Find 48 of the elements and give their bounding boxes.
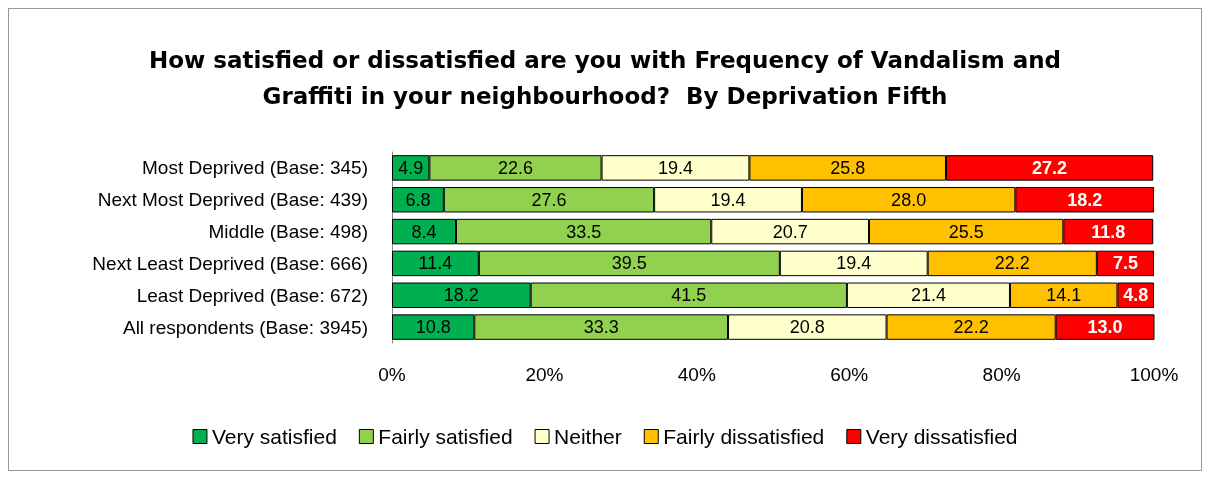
- data-label: 22.6: [497, 157, 533, 178]
- x-tick-label: 40%: [677, 364, 716, 385]
- data-label: 39.5: [611, 253, 647, 274]
- data-label: 28.0: [891, 189, 927, 210]
- data-label: 4.8: [1123, 285, 1149, 306]
- data-label: 7.5: [1112, 253, 1138, 274]
- data-label: 25.5: [948, 221, 984, 242]
- y-tick-label: Most Deprived (Base: 345): [142, 157, 368, 179]
- legend-label: Neither: [554, 425, 622, 448]
- data-label: 20.7: [772, 221, 808, 242]
- x-tick-label: 20%: [525, 364, 564, 385]
- data-label: 10.8: [415, 317, 451, 338]
- data-label: 21.4: [910, 285, 946, 306]
- chart-title: How satisfied or dissatisfied are you with Frequency of Vandalism and Graffiti in your neighbourhood? By Deprivation Fifth: [148, 47, 1062, 109]
- data-label: 18.2: [443, 285, 479, 306]
- data-label: 41.5: [671, 285, 707, 306]
- x-tick-label: 0%: [378, 364, 406, 385]
- y-tick-label: All respondents (Base: 3945): [122, 316, 368, 338]
- data-label: 33.3: [583, 317, 619, 338]
- legend-label: Very satisfied: [211, 425, 337, 448]
- y-tick-label: Least Deprived (Base: 672): [136, 284, 368, 306]
- x-tick-label: 80%: [982, 364, 1021, 385]
- legend-label: Fairly satisfied: [378, 425, 513, 448]
- data-label: 22.2: [994, 253, 1030, 274]
- y-tick-label: Next Least Deprived (Base: 666): [92, 252, 368, 274]
- data-label: 11.4: [418, 253, 453, 274]
- data-label: 8.4: [411, 221, 437, 242]
- data-label: 18.2: [1067, 189, 1103, 210]
- data-label: 6.8: [405, 189, 431, 210]
- data-label: 33.5: [566, 221, 602, 242]
- x-tick-label: 100%: [1129, 364, 1179, 385]
- data-label: 25.8: [830, 157, 866, 178]
- data-label: 4.9: [398, 157, 424, 178]
- data-label: 19.4: [710, 189, 746, 210]
- data-label: 19.4: [836, 253, 872, 274]
- data-label: 20.8: [789, 317, 825, 338]
- y-tick-label: Middle (Base: 498): [208, 221, 368, 243]
- data-label: 14.1: [1046, 285, 1082, 306]
- legend-label: Fairly dissatisfied: [663, 425, 825, 448]
- y-tick-label: Next Most Deprived (Base: 439): [97, 189, 368, 211]
- data-label: 22.2: [953, 317, 989, 338]
- legend-label: Very dissatisfied: [865, 425, 1018, 448]
- data-label: 27.6: [531, 189, 567, 210]
- data-label: 27.2: [1032, 157, 1068, 178]
- data-label: 19.4: [657, 157, 693, 178]
- data-label: 13.0: [1087, 317, 1123, 338]
- x-tick-label: 60%: [830, 364, 869, 385]
- data-label: 11.8: [1091, 221, 1126, 242]
